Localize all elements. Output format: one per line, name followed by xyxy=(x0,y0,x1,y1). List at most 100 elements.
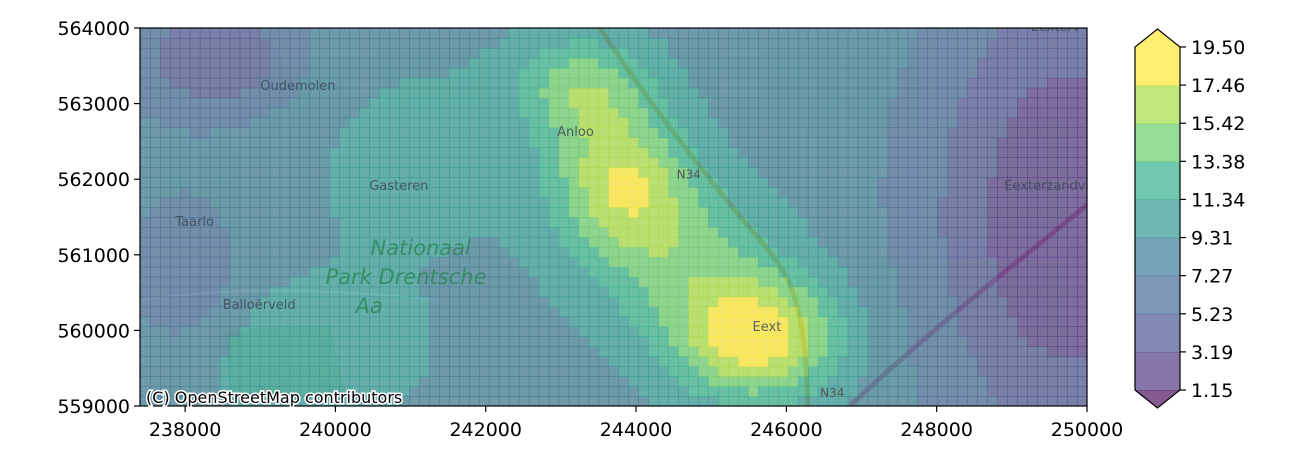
heatmap-cell xyxy=(568,28,580,39)
heatmap-cell xyxy=(817,167,829,178)
heatmap-cell xyxy=(289,336,301,347)
heatmap-cell xyxy=(538,336,550,347)
heatmap-cell xyxy=(957,326,968,337)
heatmap-cell xyxy=(708,336,719,347)
heatmap-cell xyxy=(349,236,360,248)
heatmap-cell xyxy=(229,187,241,198)
heatmap-cell xyxy=(389,326,400,337)
heatmap-cell xyxy=(867,137,879,148)
heatmap-cell xyxy=(987,316,998,328)
heatmap-cell xyxy=(558,276,570,288)
heatmap-cell xyxy=(528,147,540,158)
heatmap-cell xyxy=(140,306,151,318)
heatmap-cell xyxy=(967,396,978,406)
heatmap-cell xyxy=(847,336,859,347)
heatmap-cell xyxy=(359,147,370,158)
heatmap-cell xyxy=(777,246,789,258)
heatmap-cell xyxy=(847,266,859,278)
heatmap-cell xyxy=(439,197,450,208)
heatmap-cell xyxy=(239,97,251,109)
heatmap-cell xyxy=(857,87,869,99)
heatmap-cell xyxy=(937,286,949,298)
heatmap-cell xyxy=(947,37,959,49)
heatmap-cell xyxy=(678,37,689,49)
heatmap-cell xyxy=(1057,366,1068,377)
heatmap-cell xyxy=(628,356,640,367)
heatmap-cell xyxy=(1057,356,1068,367)
heatmap-cell xyxy=(488,37,500,49)
heatmap-cell xyxy=(658,67,669,79)
heatmap-cell xyxy=(758,306,769,318)
heatmap-cell xyxy=(748,167,759,178)
heatmap-cell xyxy=(159,236,171,248)
heatmap-cell xyxy=(568,207,580,218)
heatmap-cell xyxy=(777,226,789,238)
heatmap-cell xyxy=(658,376,669,387)
heatmap-cell xyxy=(309,57,321,69)
heatmap-cell xyxy=(977,57,988,69)
heatmap-cell xyxy=(399,356,410,367)
heatmap-cell xyxy=(488,276,500,288)
heatmap-cell xyxy=(488,28,500,39)
heatmap-cell xyxy=(837,376,849,387)
heatmap-cell xyxy=(837,167,849,178)
heatmap-cell xyxy=(728,177,739,188)
heatmap-cell xyxy=(199,356,211,367)
heatmap-cell xyxy=(638,346,649,357)
heatmap-cell xyxy=(568,276,580,288)
heatmap-cell xyxy=(897,127,909,139)
heatmap-cell xyxy=(309,266,321,278)
heatmap-cell xyxy=(578,296,590,308)
heatmap-cell xyxy=(429,246,440,258)
heatmap-cell xyxy=(578,226,590,238)
heatmap-cell xyxy=(349,77,360,89)
heatmap-cell xyxy=(269,47,281,59)
heatmap-cell xyxy=(359,376,370,387)
heatmap-cell xyxy=(787,187,799,198)
heatmap-cell xyxy=(807,157,819,168)
heatmap-cell xyxy=(877,386,889,397)
heatmap-cell xyxy=(140,107,151,119)
heatmap-cell xyxy=(797,157,809,168)
heatmap-cell xyxy=(1017,57,1028,69)
heatmap-cell xyxy=(718,167,729,178)
heatmap-cell xyxy=(618,296,630,308)
heatmap-cell xyxy=(169,28,181,39)
heatmap-cell xyxy=(1007,346,1018,357)
heatmap-cell xyxy=(748,47,759,59)
heatmap-cell xyxy=(299,77,311,89)
heatmap-cell xyxy=(289,236,301,248)
heatmap-cell xyxy=(249,167,261,178)
heatmap-cell xyxy=(937,87,949,99)
heatmap-cell xyxy=(997,246,1008,258)
heatmap-cell xyxy=(369,157,380,168)
heatmap-cell xyxy=(319,346,330,357)
heatmap-cell xyxy=(877,207,889,218)
heatmap-cell xyxy=(498,286,510,298)
heatmap-cell xyxy=(847,47,859,59)
heatmap-cell xyxy=(907,356,919,367)
heatmap-cell xyxy=(807,286,819,298)
heatmap-cell xyxy=(827,157,839,168)
heatmap-cell xyxy=(558,226,570,238)
heatmap-cell xyxy=(807,207,819,218)
heatmap-cell xyxy=(209,57,221,69)
heatmap-cell xyxy=(508,386,520,397)
heatmap-cell xyxy=(578,187,590,198)
heatmap-cell xyxy=(458,326,470,337)
heatmap-cell xyxy=(239,207,251,218)
heatmap-cell xyxy=(578,107,590,119)
heatmap-cell xyxy=(468,157,480,168)
heatmap-cell xyxy=(439,97,450,109)
heatmap-cell xyxy=(758,266,769,278)
heatmap-cell xyxy=(319,97,330,109)
heatmap-cell xyxy=(229,276,241,288)
heatmap-cell xyxy=(817,137,829,148)
heatmap-cell xyxy=(329,236,340,248)
heatmap-cell xyxy=(698,157,709,168)
heatmap-cell xyxy=(379,67,390,79)
heatmap-cell xyxy=(209,386,221,397)
heatmap-cell xyxy=(1067,127,1078,139)
heatmap-cell xyxy=(558,127,570,139)
heatmap-cell xyxy=(169,246,181,258)
